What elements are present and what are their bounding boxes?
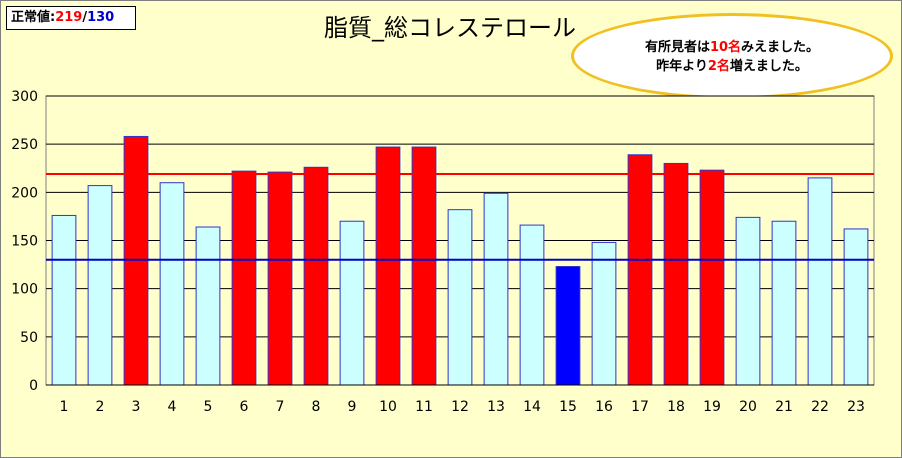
x-tick-label: 13: [487, 399, 505, 415]
note-line-2-text-a: 昨年より: [656, 59, 708, 74]
x-tick-label: 16: [595, 399, 613, 415]
bar: [807, 177, 833, 386]
note-line-1: 有所見者は10名みえました。: [574, 38, 890, 57]
x-tick-label: 2: [96, 399, 105, 415]
x-tick-label: 22: [811, 399, 829, 415]
note-callout: 有所見者は10名みえました。 昨年より2名増えました。: [571, 13, 893, 99]
bar: [87, 185, 113, 386]
note-line-2-text-c: 増えました。: [729, 59, 808, 74]
bar: [555, 266, 581, 386]
bar: [627, 154, 653, 386]
note-line-2: 昨年より2名増えました。: [574, 57, 890, 76]
bar: [159, 182, 185, 386]
bar: [231, 170, 257, 386]
x-tick-label: 6: [240, 399, 249, 415]
bar: [519, 224, 545, 386]
y-tick-label: 300: [11, 89, 38, 105]
y-tick-label: 100: [11, 282, 38, 298]
bar: [843, 228, 869, 386]
normal-value-separator: /: [82, 10, 88, 25]
normal-value-label: 正常値:: [11, 10, 56, 25]
bar: [267, 171, 293, 386]
note-line-1-count: 10名: [709, 40, 742, 55]
bar: [303, 166, 329, 386]
x-tick-label: 18: [667, 399, 685, 415]
bar: [195, 226, 221, 386]
chart-title: 脂質_総コレステロール: [324, 14, 576, 42]
y-tick-label: 200: [11, 185, 38, 201]
y-tick-label: 0: [29, 378, 38, 394]
normal-value-low: 130: [87, 10, 115, 25]
x-tick-label: 9: [348, 399, 357, 415]
y-tick-label: 150: [11, 234, 38, 250]
normal-value-high: 219: [55, 10, 83, 25]
y-tick-label: 250: [11, 137, 38, 153]
bar: [483, 192, 509, 386]
bar: [663, 162, 689, 386]
x-tick-label: 21: [775, 399, 793, 415]
x-tick-label: 15: [559, 399, 577, 415]
note-line-2-count: 2名: [707, 59, 730, 74]
y-tick-label: 50: [20, 330, 38, 346]
bar: [591, 241, 617, 386]
note-line-1-text-a: 有所見者は: [644, 40, 710, 55]
x-tick-label: 4: [168, 399, 177, 415]
x-tick-label: 11: [415, 399, 433, 415]
x-tick-label: 3: [132, 399, 141, 415]
x-tick-label: 23: [847, 399, 865, 415]
x-tick-label: 17: [631, 399, 649, 415]
x-tick-label: 7: [276, 399, 285, 415]
note-line-1-text-c: みえました。: [741, 40, 820, 55]
bar: [339, 220, 365, 386]
x-tick-label: 12: [451, 399, 469, 415]
bar: [699, 169, 725, 386]
bar: [447, 209, 473, 386]
bar: [771, 220, 797, 386]
x-tick-label: 8: [312, 399, 321, 415]
bar: [375, 146, 401, 386]
normal-value-box: 正常値:219/130: [6, 6, 136, 30]
bar: [51, 214, 77, 386]
bar: [735, 216, 761, 386]
x-tick-label: 20: [739, 399, 757, 415]
bar: [411, 146, 437, 386]
x-tick-label: 14: [523, 399, 541, 415]
x-tick-label: 5: [204, 399, 213, 415]
x-tick-label: 10: [379, 399, 397, 415]
x-tick-label: 1: [60, 399, 69, 415]
x-tick-label: 19: [703, 399, 721, 415]
